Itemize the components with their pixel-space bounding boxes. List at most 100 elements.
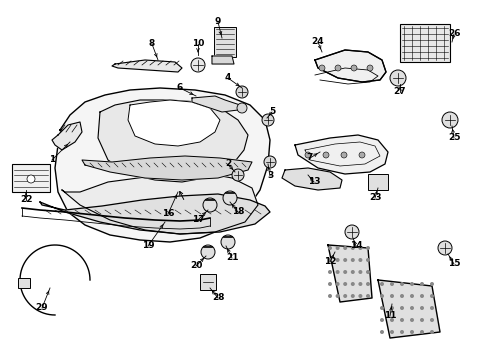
Text: 4: 4	[225, 73, 231, 82]
Text: 15: 15	[448, 260, 460, 269]
Circle shape	[351, 282, 355, 286]
Circle shape	[358, 258, 363, 262]
Circle shape	[430, 330, 434, 334]
Circle shape	[420, 318, 424, 322]
Circle shape	[27, 175, 35, 183]
Circle shape	[420, 294, 424, 298]
Circle shape	[343, 270, 347, 274]
Circle shape	[305, 152, 311, 158]
Text: 6: 6	[177, 84, 183, 93]
Bar	[400, 24, 450, 62]
Circle shape	[390, 318, 394, 322]
Circle shape	[380, 282, 384, 286]
Text: 1: 1	[49, 156, 55, 165]
Polygon shape	[55, 88, 270, 242]
Circle shape	[343, 282, 347, 286]
Text: 10: 10	[192, 40, 204, 49]
Circle shape	[390, 70, 406, 86]
Circle shape	[380, 294, 384, 298]
Polygon shape	[315, 50, 386, 82]
Circle shape	[359, 152, 365, 158]
Circle shape	[380, 306, 384, 310]
Circle shape	[328, 270, 332, 274]
Polygon shape	[128, 100, 220, 146]
Polygon shape	[328, 245, 372, 302]
Circle shape	[390, 330, 394, 334]
Circle shape	[328, 294, 332, 298]
Circle shape	[328, 246, 332, 250]
Text: 18: 18	[232, 207, 244, 216]
Text: 25: 25	[448, 134, 460, 143]
Circle shape	[341, 152, 347, 158]
Text: 29: 29	[36, 303, 49, 312]
Text: 28: 28	[212, 293, 224, 302]
Circle shape	[221, 235, 235, 249]
Circle shape	[380, 318, 384, 322]
Circle shape	[264, 156, 276, 168]
Circle shape	[336, 258, 340, 262]
Circle shape	[390, 294, 394, 298]
Circle shape	[358, 246, 363, 250]
Circle shape	[390, 282, 394, 286]
Text: 11: 11	[384, 311, 396, 320]
Circle shape	[237, 103, 247, 113]
Circle shape	[232, 169, 244, 181]
Circle shape	[343, 258, 347, 262]
Circle shape	[335, 65, 341, 71]
Circle shape	[410, 330, 414, 334]
Text: 16: 16	[162, 210, 174, 219]
Bar	[200, 274, 216, 290]
Circle shape	[430, 318, 434, 322]
Circle shape	[400, 306, 404, 310]
Circle shape	[430, 306, 434, 310]
Circle shape	[390, 306, 394, 310]
Circle shape	[336, 294, 340, 298]
Circle shape	[343, 294, 347, 298]
Circle shape	[366, 258, 370, 262]
Circle shape	[367, 65, 373, 71]
Circle shape	[380, 330, 384, 334]
Bar	[214, 27, 236, 57]
Circle shape	[351, 258, 355, 262]
Circle shape	[351, 246, 355, 250]
Circle shape	[351, 294, 355, 298]
Text: 14: 14	[350, 242, 362, 251]
Circle shape	[400, 330, 404, 334]
Text: 20: 20	[190, 261, 202, 270]
Bar	[368, 174, 388, 190]
Text: 26: 26	[448, 30, 460, 39]
Text: 17: 17	[192, 216, 204, 225]
Bar	[18, 278, 30, 288]
Circle shape	[203, 198, 217, 212]
Polygon shape	[82, 156, 252, 180]
Circle shape	[410, 306, 414, 310]
Circle shape	[410, 318, 414, 322]
Polygon shape	[98, 100, 248, 182]
Circle shape	[351, 270, 355, 274]
Circle shape	[345, 225, 359, 239]
Text: 27: 27	[393, 87, 406, 96]
Circle shape	[323, 152, 329, 158]
Polygon shape	[52, 122, 82, 150]
Text: 12: 12	[324, 257, 336, 266]
Circle shape	[366, 246, 370, 250]
Text: 7: 7	[307, 153, 313, 162]
Polygon shape	[112, 60, 182, 72]
Circle shape	[223, 191, 237, 205]
Text: 21: 21	[226, 253, 238, 262]
Circle shape	[366, 270, 370, 274]
Polygon shape	[295, 135, 388, 174]
Circle shape	[358, 282, 363, 286]
Circle shape	[400, 294, 404, 298]
Circle shape	[410, 294, 414, 298]
Text: 13: 13	[308, 177, 320, 186]
Circle shape	[191, 58, 205, 72]
Circle shape	[343, 246, 347, 250]
Circle shape	[430, 282, 434, 286]
Circle shape	[351, 65, 357, 71]
Circle shape	[400, 282, 404, 286]
Text: 5: 5	[269, 108, 275, 117]
Text: 22: 22	[20, 195, 32, 204]
Circle shape	[262, 114, 274, 126]
Circle shape	[358, 294, 363, 298]
